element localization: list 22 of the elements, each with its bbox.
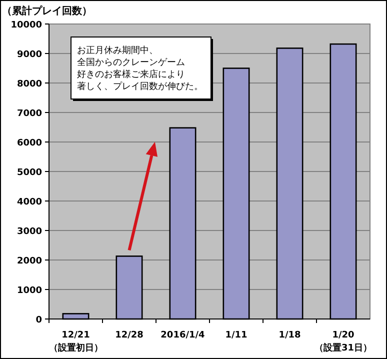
y-tick-label: 7000 <box>16 109 42 119</box>
x-tick-label: 1/18 <box>278 330 301 340</box>
y-tick-label: 9000 <box>16 50 42 60</box>
x-tick-label: 12/21 （設置初日） <box>48 330 103 354</box>
y-tick-label: 5000 <box>16 168 42 178</box>
y-axis-title: （累計プレイ回数） <box>2 5 92 17</box>
y-tick-label: 0 <box>36 316 42 326</box>
y-tick-label: 3000 <box>16 227 42 237</box>
x-tick-label: 1/20 （設置31日） <box>314 330 372 354</box>
annotation: 著しく、プレイ回数が伸びた。 <box>77 81 203 92</box>
y-tick-label: 8000 <box>16 80 42 90</box>
y-tick-label: 4000 <box>16 198 42 208</box>
annotation: お正月休み期間中、 <box>77 45 158 56</box>
y-tick-label: 6000 <box>16 138 42 148</box>
annotation: 全国からのクレーンゲーム <box>77 57 185 68</box>
y-tick-label: 2000 <box>16 256 42 266</box>
x-tick-label: 2016/1/4 <box>160 330 205 340</box>
x-tick-label: 12/28 <box>115 330 144 340</box>
y-tick-label: 1000 <box>16 286 42 296</box>
annotation: 好きのお客様ご来店により <box>77 69 185 80</box>
y-tick-label: 10000 <box>10 20 42 30</box>
x-tick-label: 1/11 <box>225 330 248 340</box>
